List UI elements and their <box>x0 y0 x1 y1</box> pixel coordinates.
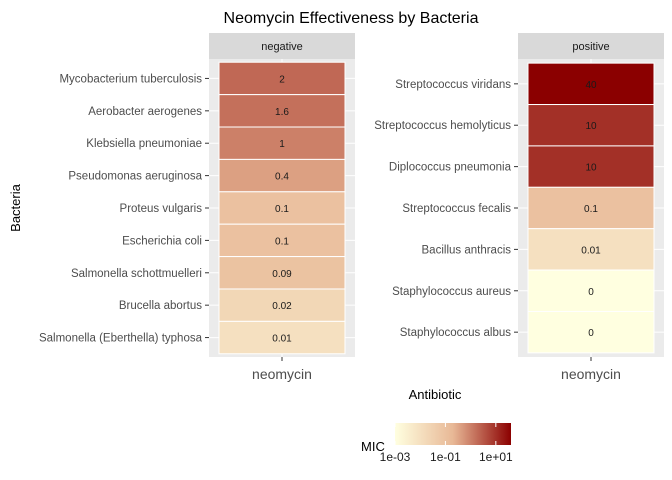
heatmap-tile <box>527 310 655 354</box>
tile-value-label: 0.4 <box>275 172 289 183</box>
heatmap-tile <box>527 145 655 188</box>
tile-value-label: 2 <box>279 74 285 85</box>
tile-value-label: 1.6 <box>275 107 289 118</box>
y-tick-label: Escherichia coli <box>122 235 202 247</box>
tile-value-label: 0.09 <box>272 269 292 280</box>
facet-strip <box>209 33 355 59</box>
tile-value-label: 1 <box>279 139 285 150</box>
tile-value-label: 0.1 <box>275 236 289 247</box>
tile-value-label: 0 <box>588 328 594 339</box>
y-tick-label: Mycobacterium tuberculosis <box>59 73 202 85</box>
y-tick-label: Staphylococcus albus <box>400 327 511 339</box>
y-tick-label: Streptococcus hemolyticus <box>374 120 511 132</box>
y-tick-label: Staphylococcus aureus <box>392 286 511 298</box>
heatmap-tile <box>527 186 655 230</box>
x-tick-label: neomycin <box>252 366 312 382</box>
y-tick-label: Klebsiella pneumoniae <box>86 138 202 150</box>
tile-value-label: 0.1 <box>275 204 289 215</box>
heatmap-tile <box>218 320 346 355</box>
heatmap-tile <box>527 104 655 147</box>
heatmap-tile <box>527 62 655 106</box>
heatmap-tile <box>218 126 346 160</box>
tile-value-label: 10 <box>585 163 597 174</box>
y-tick-label: Streptococcus fecalis <box>402 203 511 215</box>
y-tick-label: Salmonella (Eberthella) typhosa <box>39 333 203 345</box>
y-tick-label: Diplococcus pneumonia <box>389 162 512 174</box>
legend-title: MIC <box>361 439 385 454</box>
heatmap-tile <box>527 269 655 312</box>
x-tick-label: neomycin <box>561 366 621 382</box>
tile-value-label: 0.02 <box>272 301 292 312</box>
y-tick-label: Brucella abortus <box>119 300 202 312</box>
heatmap-tile <box>218 94 346 128</box>
y-tick-label: Aerobacter aerogenes <box>88 106 202 118</box>
legend-tick-label: 1e-01 <box>430 450 461 464</box>
heatmap-tile <box>218 158 346 193</box>
heatmap-tile <box>218 191 346 225</box>
legend-tick-label: 1e+01 <box>479 450 513 464</box>
x-axis-title: Antibiotic <box>409 387 462 402</box>
facet-strip <box>518 33 664 59</box>
y-tick-label: Pseudomonas aeruginosa <box>68 171 202 183</box>
legend-tick-label: 1e-03 <box>380 450 411 464</box>
tile-value-label: 0 <box>588 287 594 298</box>
y-axis-title: Bacteria <box>8 183 23 231</box>
facet-panel-negative: negative 2 Mycobacterium tuberculosis 1.6 Ae… <box>39 33 355 382</box>
y-tick-label: Bacillus anthracis <box>422 244 512 256</box>
color-legend: MIC 1e-03 1e-01 1e+01 <box>361 423 513 464</box>
tile-value-label: 0.01 <box>581 245 601 256</box>
y-tick-label: Streptococcus viridans <box>395 79 511 91</box>
facet-panel-positive: positive 40 Streptococcus viridans 10 Strept… <box>374 33 664 382</box>
y-tick-label: Salmonella schottmuelleri <box>71 268 202 280</box>
tile-value-label: 0.1 <box>584 204 598 215</box>
tile-value-label: 10 <box>585 121 597 132</box>
facet-panels: negative 2 Mycobacterium tuberculosis 1.6 Ae… <box>39 33 664 382</box>
facet-strip-label: positive <box>572 41 609 53</box>
tile-value-label: 40 <box>585 80 597 91</box>
facet-strip-label: negative <box>261 41 303 53</box>
legend-color-bar <box>395 423 511 445</box>
chart-title: Neomycin Effectiveness by Bacteria <box>224 10 479 27</box>
tile-value-label: 0.01 <box>272 334 292 345</box>
y-tick-label: Proteus vulgaris <box>120 203 203 215</box>
